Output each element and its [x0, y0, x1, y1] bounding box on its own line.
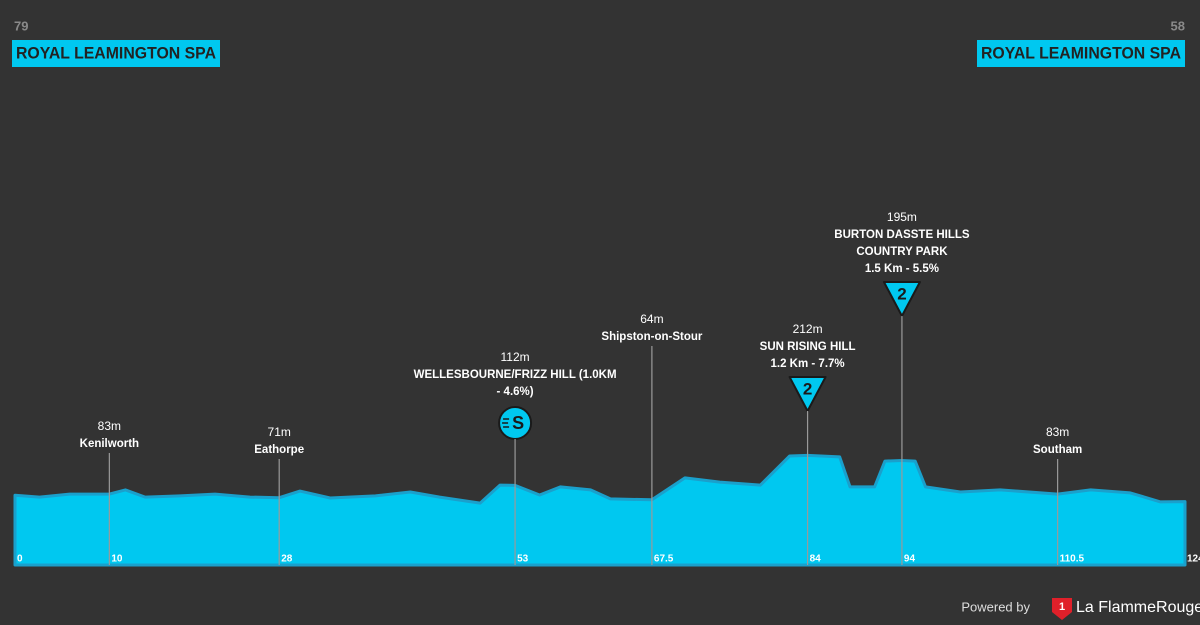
- marker-label: WELLESBOURNE/FRIZZ HILL (1.0KM: [414, 369, 617, 381]
- brand: La FlammeRouge: [1076, 599, 1200, 616]
- marker-elevation: 71m: [268, 425, 291, 439]
- marker-label: SUN RISING HILL: [760, 341, 856, 353]
- x-tick-label: 94: [904, 554, 916, 565]
- elevation-area: [13, 453, 1187, 567]
- sprint-icon-label: S: [512, 413, 524, 433]
- marker-label: 1.2 Km - 7.7%: [771, 358, 845, 370]
- marker-label: COUNTRY PARK: [856, 246, 948, 258]
- x-tick-label: 124: [1187, 554, 1200, 565]
- plot: 0 10 28 53 67.5 84 94 110.5 124 83m Kenilworth 71m E…: [13, 210, 1200, 567]
- marker-elevation: 212m: [793, 322, 823, 336]
- marker-elevation: 195m: [887, 210, 917, 224]
- sprint-icon-lines: [502, 418, 510, 428]
- powered-by: Powered by: [961, 599, 1030, 614]
- x-tick-label: 67.5: [654, 554, 674, 565]
- x-tick-label: 53: [517, 554, 529, 565]
- logo-number: 1: [1059, 601, 1065, 613]
- marker-label: Southam: [1033, 444, 1082, 456]
- marker-elevation: 83m: [98, 419, 121, 433]
- marker-label: BURTON DASSTE HILLS: [834, 229, 970, 241]
- marker-elevation: 64m: [640, 312, 663, 326]
- marker-elevation: 112m: [501, 350, 530, 364]
- start-name: ROYAL LEAMINGTON SPA: [16, 43, 216, 62]
- marker-label: Eathorpe: [254, 444, 304, 456]
- x-tick-label: 28: [281, 554, 293, 565]
- climb-icon: [788, 376, 827, 412]
- marker-label: 1.5 Km - 5.5%: [865, 263, 939, 275]
- climb-icon: [882, 281, 921, 317]
- start-box: [12, 40, 220, 67]
- logo-shield: [1052, 598, 1072, 620]
- finish-name: ROYAL LEAMINGTON SPA: [981, 43, 1181, 62]
- marker-label: Shipston-on-Stour: [601, 331, 702, 343]
- x-tick-label: 110.5: [1060, 554, 1085, 565]
- x-tick-label: 0: [17, 554, 23, 565]
- finish-elevation: 58: [1171, 18, 1185, 33]
- marker-label: Kenilworth: [80, 438, 139, 450]
- marker-elevation: 83m: [1046, 425, 1069, 439]
- finish-box: [977, 40, 1185, 67]
- climb-icon-label: 2: [803, 379, 812, 398]
- start-elevation: 79: [14, 18, 28, 33]
- climb-icon-label: 2: [897, 284, 906, 303]
- marker-label: - 4.6%): [497, 386, 534, 398]
- x-tick-label: 84: [810, 554, 822, 565]
- x-tick-label: 10: [111, 554, 123, 565]
